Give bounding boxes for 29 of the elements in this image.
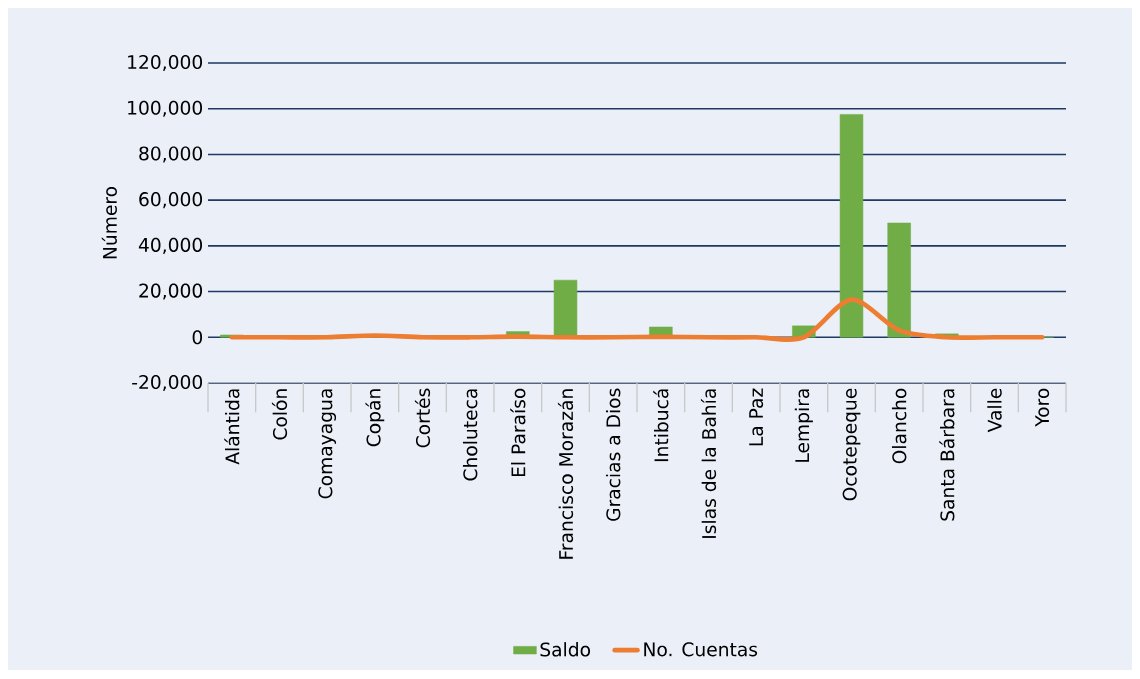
x-tick-label: Comayagua bbox=[318, 389, 337, 499]
x-tick-label: Islas de la Bahía bbox=[700, 389, 717, 538]
x-tick-label: Yoro bbox=[1035, 388, 1050, 427]
x-tick-label: Valle bbox=[987, 388, 1002, 433]
y-tick-label: 60,000 bbox=[139, 192, 203, 209]
y-tick-label: 0 bbox=[192, 330, 203, 345]
x-tick-label: La Paz bbox=[749, 388, 764, 446]
x-tick-label: Intibucá bbox=[653, 389, 669, 462]
x-tick-label: Choluteca bbox=[462, 389, 478, 481]
x-tick-label: Colón bbox=[271, 389, 288, 440]
legend-label: No. Cuentas bbox=[644, 642, 758, 657]
x-tick-label: Ocotepeque bbox=[842, 388, 861, 501]
y-axis-title: Número bbox=[101, 186, 117, 259]
x-tick-label: Lempira bbox=[794, 389, 813, 462]
x-tick-label: Francisco Morazán bbox=[557, 389, 574, 559]
x-tick-label: Copán bbox=[365, 389, 385, 447]
y-tick-label: 80,000 bbox=[139, 146, 203, 163]
x-tick-label: Alántida bbox=[224, 389, 240, 465]
y-tick-label: 100,000 bbox=[128, 100, 203, 117]
x-tick-label: El Paraíso bbox=[510, 388, 526, 477]
y-tick-label: 40,000 bbox=[138, 237, 203, 254]
x-tick-label: Gracias a Dios bbox=[605, 388, 621, 521]
legend-label: Saldo bbox=[540, 642, 591, 657]
x-tick-label: Olancho bbox=[891, 388, 907, 464]
y-tick-label: 20,000 bbox=[139, 283, 203, 300]
x-tick-label: Cortés bbox=[414, 388, 431, 448]
y-tick-label: -20,000 bbox=[132, 374, 203, 392]
y-tick-label: 120,000 bbox=[128, 54, 203, 72]
x-tick-label: Santa Bárbara bbox=[939, 389, 955, 521]
